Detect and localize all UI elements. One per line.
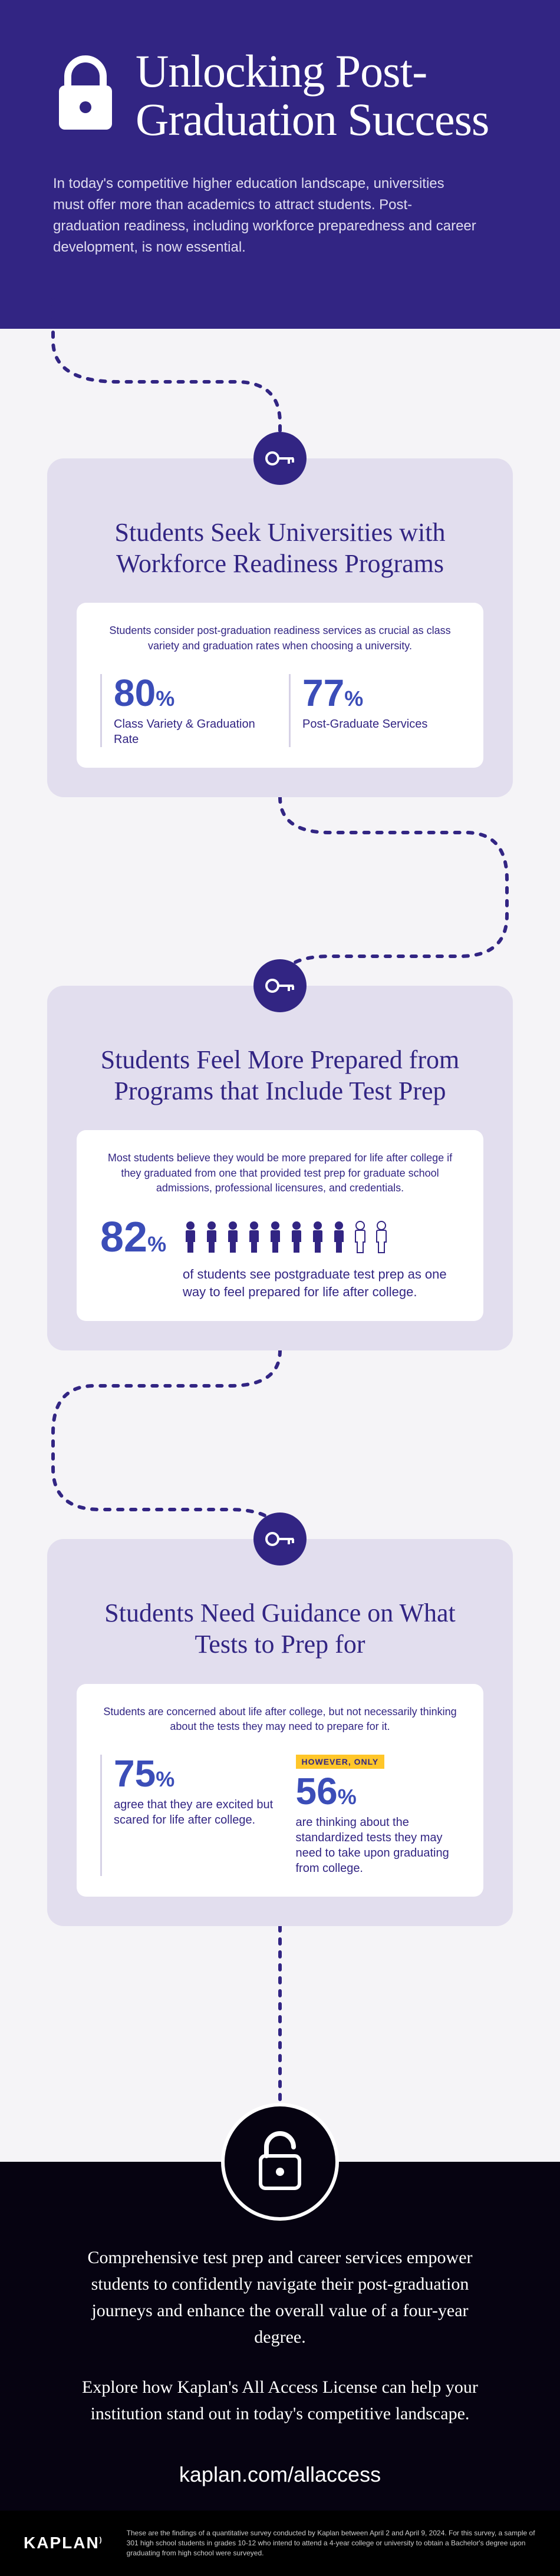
card-1-heading: Students Seek Universities with Workforc… xyxy=(77,517,483,580)
however-badge: HOWEVER, ONLY xyxy=(296,1755,385,1769)
stat-82-unit: % xyxy=(147,1232,166,1256)
connector-2 xyxy=(0,797,560,986)
stat-3b-label: are thinking about the standardized test… xyxy=(296,1815,460,1876)
key-badge-2 xyxy=(253,959,307,1012)
stat-3b-unit: % xyxy=(338,1785,357,1809)
lock-icon xyxy=(53,53,118,136)
footer-lock-circle xyxy=(221,2103,339,2221)
card-1-desc: Students consider post-graduation readin… xyxy=(100,623,460,653)
stat-1b-label: Post-Graduate Services xyxy=(302,716,460,732)
card-2: Students Feel More Prepared from Program… xyxy=(47,986,513,1351)
key-icon xyxy=(265,450,295,467)
footer-section: Comprehensive test prep and career servi… xyxy=(0,2162,560,2511)
stat-1a-unit: % xyxy=(156,686,174,711)
stat-1a-label: Class Variety & Graduation Rate xyxy=(114,716,271,747)
header-section: Unlocking Post-Graduation Success In tod… xyxy=(0,0,560,329)
connector-footer xyxy=(0,1926,560,2044)
header-subtitle: In today's competitive higher education … xyxy=(53,173,477,258)
footer-p2: Explore how Kaplan's All Access License … xyxy=(74,2374,486,2427)
stat-3a-value: 75 xyxy=(114,1752,156,1795)
stat-3a-unit: % xyxy=(156,1767,174,1791)
stat-box-3a: 75% agree that they are excited but scar… xyxy=(100,1755,278,1876)
card-3-heading: Students Need Guidance on What Tests to … xyxy=(77,1598,483,1660)
card-2-wrap: Students Feel More Prepared from Program… xyxy=(0,986,560,1351)
card-1-inner: Students consider post-graduation readin… xyxy=(77,603,483,767)
stat-3a-label: agree that they are excited but scared f… xyxy=(114,1797,278,1828)
card-1: Students Seek Universities with Workforc… xyxy=(47,458,513,797)
card-3-desc: Students are concerned about life after … xyxy=(100,1705,460,1734)
disclaimer-text: These are the findings of a quantitative… xyxy=(127,2528,536,2558)
stat-82-caption: of students see postgraduate test prep a… xyxy=(100,1266,460,1300)
stat-box-3b: HOWEVER, ONLY 56% are thinking about the… xyxy=(296,1755,460,1876)
person-icon xyxy=(351,1221,370,1254)
person-icon xyxy=(308,1221,327,1254)
card-2-heading: Students Feel More Prepared from Program… xyxy=(77,1045,483,1107)
card-2-inner: Most students believe they would be more… xyxy=(77,1130,483,1321)
stat-1b-unit: % xyxy=(344,686,363,711)
person-icon xyxy=(202,1221,221,1254)
card-1-wrap: Students Seek Universities with Workforc… xyxy=(0,458,560,797)
footer-p1: Comprehensive test prep and career servi… xyxy=(74,2244,486,2350)
key-badge-3 xyxy=(253,1512,307,1566)
card-2-desc: Most students believe they would be more… xyxy=(100,1151,460,1195)
person-icon xyxy=(287,1221,306,1254)
person-icon xyxy=(330,1221,348,1254)
stat-box-1a: 80% Class Variety & Graduation Rate xyxy=(100,674,271,747)
card-3-inner: Students are concerned about life after … xyxy=(77,1684,483,1897)
people-icons-row xyxy=(181,1221,460,1254)
stat-1b-value: 77 xyxy=(302,672,344,714)
card-3: Students Need Guidance on What Tests to … xyxy=(47,1539,513,1926)
unlock-icon xyxy=(253,2129,307,2194)
person-icon xyxy=(245,1221,263,1254)
key-badge-1 xyxy=(253,432,307,485)
stat-3b-value: 56 xyxy=(296,1770,338,1812)
person-icon xyxy=(181,1221,200,1254)
key-icon xyxy=(265,977,295,995)
person-icon xyxy=(266,1221,285,1254)
disclaimer-bar: KAPLAN) These are the findings of a quan… xyxy=(0,2511,560,2575)
stat-82-value: 82 xyxy=(100,1214,147,1261)
key-icon xyxy=(265,1530,295,1548)
card-3-wrap: Students Need Guidance on What Tests to … xyxy=(0,1539,560,1926)
footer-url: kaplan.com/allaccess xyxy=(53,2462,507,2487)
connector-3 xyxy=(0,1350,560,1539)
person-icon xyxy=(372,1221,391,1254)
stat-box-1b: 77% Post-Graduate Services xyxy=(289,674,460,747)
page-title: Unlocking Post-Graduation Success xyxy=(136,47,507,144)
kaplan-logo: KAPLAN) xyxy=(24,2534,103,2552)
person-icon xyxy=(223,1221,242,1254)
stat-1a-value: 80 xyxy=(114,672,156,714)
